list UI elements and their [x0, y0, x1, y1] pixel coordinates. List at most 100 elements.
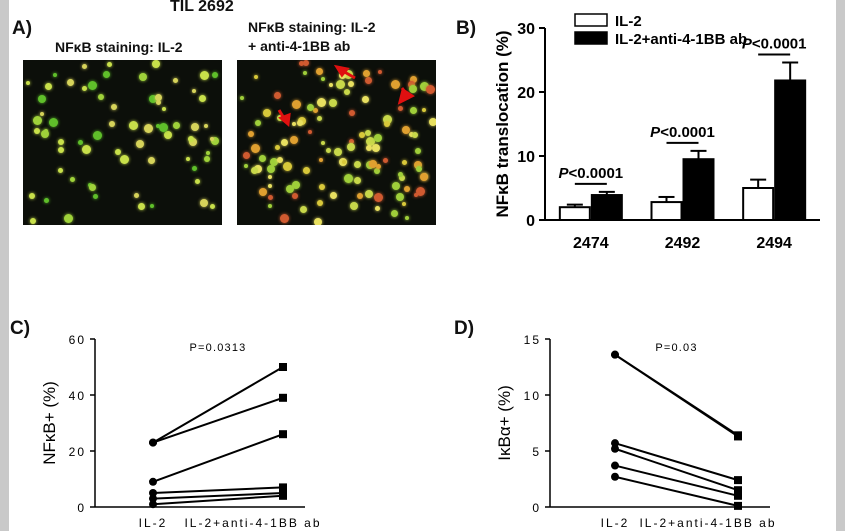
cell [139, 73, 147, 81]
cell [200, 199, 208, 207]
cell [173, 78, 178, 83]
y-tick-label: 0 [526, 213, 535, 230]
point-il2-anti-41bb [734, 501, 742, 510]
cell [251, 167, 258, 174]
cell [254, 165, 262, 173]
cell [292, 100, 301, 109]
cell [26, 81, 30, 85]
cell [78, 140, 83, 145]
cell [374, 168, 380, 174]
x-tick-label: 2494 [756, 235, 792, 252]
cell [186, 157, 190, 161]
cell [300, 206, 307, 213]
cell [29, 193, 35, 199]
cell [330, 192, 337, 199]
panel-b-label: B) [456, 18, 477, 39]
pair-line [152, 433, 284, 483]
cell [53, 73, 57, 77]
cell [415, 148, 421, 154]
y-tick-label: 10 [524, 389, 541, 403]
cell [149, 95, 157, 103]
panel-c-label: C) [10, 318, 31, 339]
cell [70, 177, 75, 182]
y-tick-label: 0 [77, 501, 86, 515]
point-il2-anti-41bb [734, 432, 742, 441]
cell [405, 216, 409, 220]
cell [329, 99, 337, 107]
legend-label: IL-2+anti-4-1BB ab [615, 31, 747, 48]
y-tick-label: 40 [69, 389, 86, 403]
cell [268, 184, 272, 188]
cell [240, 96, 244, 100]
legend-swatch [574, 31, 608, 45]
cell [148, 157, 155, 164]
cell [192, 166, 197, 171]
cell [152, 60, 160, 68]
cell [410, 76, 417, 83]
cell [211, 137, 219, 145]
cell [416, 187, 425, 196]
cell [384, 121, 390, 127]
bar-il2-anti-41bb [682, 158, 715, 221]
cell [173, 122, 180, 129]
cell [41, 130, 49, 138]
cell [259, 188, 267, 196]
x-tick-label: IL-2 [139, 516, 168, 530]
pair-line [152, 494, 284, 506]
point-il2 [611, 444, 619, 453]
cell [402, 160, 407, 165]
cell [120, 155, 129, 164]
y-axis-label: IκBα+ (%) [495, 385, 514, 460]
cell [38, 95, 46, 103]
cell [410, 107, 417, 114]
cell [248, 131, 254, 137]
cell [259, 155, 266, 162]
cell [429, 118, 436, 126]
cell [277, 157, 283, 163]
panel-a-label: A) [12, 18, 33, 39]
cell [103, 71, 110, 78]
cell [195, 179, 200, 184]
cell [58, 139, 64, 145]
y-axis-label: NFκB+ (%) [40, 381, 59, 465]
point-il2 [149, 438, 157, 447]
cell [267, 165, 275, 173]
cell [275, 145, 280, 150]
cell [365, 130, 371, 136]
cell [107, 62, 112, 67]
cell [329, 83, 333, 87]
cell [268, 195, 273, 200]
cell [326, 148, 331, 153]
cell [82, 86, 87, 91]
point-il2 [149, 489, 157, 497]
cell [199, 95, 206, 102]
cell [314, 218, 322, 225]
cell [404, 186, 410, 192]
cell [255, 120, 261, 126]
cell [280, 214, 289, 223]
cell [303, 71, 307, 75]
cell [164, 131, 172, 139]
cell [347, 143, 355, 151]
point-il2 [611, 472, 619, 481]
cell [299, 61, 304, 66]
cell [251, 144, 260, 153]
cell [414, 193, 418, 197]
cell [111, 104, 117, 110]
cell [357, 193, 363, 199]
cell [409, 132, 414, 137]
cell [366, 145, 372, 151]
cell [391, 80, 400, 89]
legend-label: IL-2 [615, 13, 642, 30]
x-tick-label: 2474 [573, 235, 609, 252]
cell [342, 160, 346, 164]
cell [212, 72, 218, 78]
y-tick-label: 60 [69, 333, 86, 347]
cell [344, 174, 353, 183]
pair-line [152, 366, 284, 444]
x-tick-label: IL-2+anti-4-1BB ab [184, 516, 321, 530]
legend-swatch [574, 13, 608, 27]
pair-line [614, 442, 739, 482]
cell [82, 145, 91, 154]
cell [319, 184, 325, 190]
